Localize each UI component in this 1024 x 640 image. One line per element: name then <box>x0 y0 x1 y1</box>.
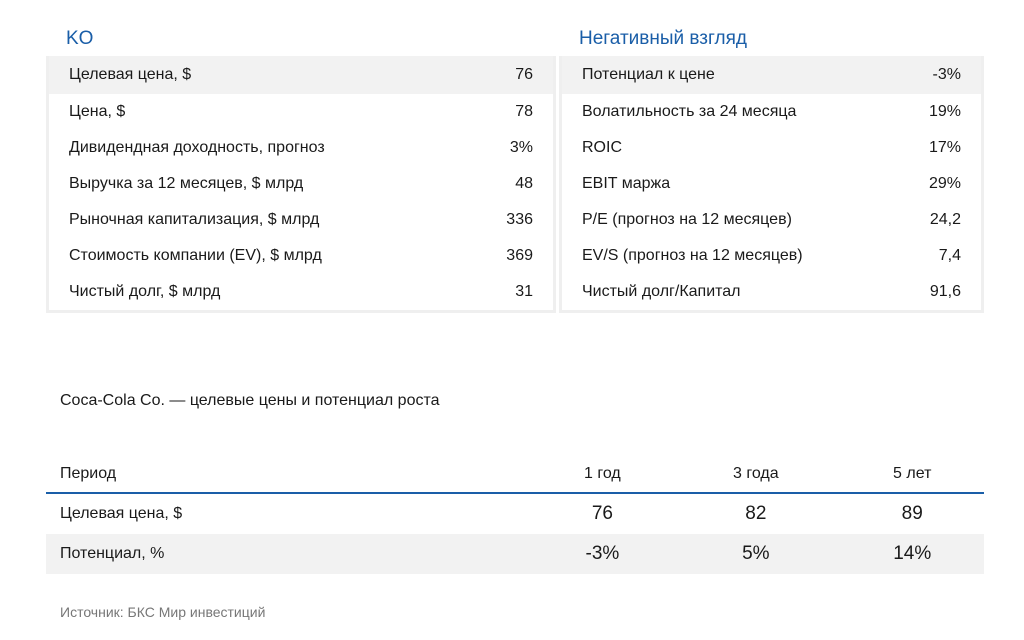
table-row: P/E (прогноз на 12 месяцев) 24,2 <box>562 202 981 238</box>
row-label: Цена, $ <box>69 103 126 120</box>
table-row: Целевая цена, $ 76 82 89 <box>46 493 984 534</box>
row-label: Волатильность за 24 месяца <box>582 103 797 120</box>
ticker-title: KO <box>66 28 94 49</box>
table-cell: 5% <box>671 534 841 574</box>
table-cell: -3% <box>533 534 672 574</box>
row-label: Рыночная капитализация, $ млрд <box>69 211 320 228</box>
column-header: Период <box>46 456 534 494</box>
column-header: 3 года <box>671 456 841 494</box>
table-row: Целевая цена, $ 76 <box>49 56 553 94</box>
row-label: Дивидендная доходность, прогноз <box>69 139 325 156</box>
targets-table: Период 1 год 3 года 5 лет Целевая цена, … <box>46 456 984 574</box>
row-value: 91,6 <box>929 283 961 300</box>
table-row: Чистый долг, $ млрд 31 <box>49 274 553 310</box>
row-label: Потенциал к цене <box>582 66 715 83</box>
view-rows: Потенциал к цене -3% Волатильность за 24 … <box>559 56 984 313</box>
table-row: Рыночная капитализация, $ млрд 336 <box>49 202 553 238</box>
row-value: 78 <box>515 103 533 120</box>
table-row: Чистый долг/Капитал 91,6 <box>562 274 981 310</box>
column-header: 1 год <box>533 456 672 494</box>
row-value: 336 <box>506 211 533 228</box>
view-title: Негативный взгляд <box>579 28 747 49</box>
row-value: 31 <box>515 283 533 300</box>
row-label: EV/S (прогноз на 12 месяцев) <box>582 247 803 264</box>
row-value: 48 <box>515 175 533 192</box>
table-cell: 14% <box>840 534 984 574</box>
row-label: Целевая цена, $ <box>69 66 192 83</box>
table-header-row: Период 1 год 3 года 5 лет <box>46 456 984 494</box>
table-row: Стоимость компании (EV), $ млрд 369 <box>49 238 553 274</box>
row-label: ROIC <box>582 139 622 156</box>
table-row: Цена, $ 78 <box>49 94 553 130</box>
column-header: 5 лет <box>840 456 984 494</box>
summary-rows: Целевая цена, $ 76 Цена, $ 78 Дивидендная … <box>46 56 556 313</box>
summary-panel: KO Целевая цена, $ 76 Цена, $ 78 Дивидендн… <box>46 22 556 313</box>
row-value: 7,4 <box>938 247 961 264</box>
table-cell: 76 <box>591 503 613 524</box>
row-value: 76 <box>515 66 533 83</box>
table-row: Потенциал к цене -3% <box>562 56 981 94</box>
row-label: EBIT маржа <box>582 175 671 192</box>
view-panel: Негативный взгляд Потенциал к цене -3% Во… <box>559 22 984 313</box>
table-row: Дивидендная доходность, прогноз 3% <box>49 130 553 166</box>
row-label: Чистый долг, $ млрд <box>69 283 221 300</box>
table-cell: 89 <box>901 503 923 524</box>
source-note: Источник: БКС Мир инвестиций <box>60 604 266 620</box>
table-row: ROIC 17% <box>562 130 981 166</box>
row-label: Стоимость компании (EV), $ млрд <box>69 247 322 264</box>
targets-caption: Coca-Cola Co. — целевые цены и потенциал… <box>60 392 440 409</box>
row-label: Чистый долг/Капитал <box>582 283 741 300</box>
row-value: 369 <box>506 247 533 264</box>
row-label: P/E (прогноз на 12 месяцев) <box>582 211 792 228</box>
table-cell: Потенциал, % <box>46 534 534 574</box>
row-value: 29% <box>928 175 961 192</box>
table-row: EBIT маржа 29% <box>562 166 981 202</box>
table-row: EV/S (прогноз на 12 месяцев) 7,4 <box>562 238 981 274</box>
table-row: Потенциал, % -3% 5% 14% <box>46 534 984 574</box>
row-value: 17% <box>928 139 961 156</box>
row-label: Выручка за 12 месяцев, $ млрд <box>69 175 304 192</box>
row-value: 3% <box>509 139 533 156</box>
table-cell: 82 <box>745 503 767 524</box>
table-row: Волатильность за 24 месяца 19% <box>562 94 981 130</box>
row-value: 19% <box>928 103 961 120</box>
row-value: 24,2 <box>929 211 961 228</box>
row-value: -3% <box>932 66 961 83</box>
table-cell: Целевая цена, $ <box>60 505 183 522</box>
table-row: Выручка за 12 месяцев, $ млрд 48 <box>49 166 553 202</box>
